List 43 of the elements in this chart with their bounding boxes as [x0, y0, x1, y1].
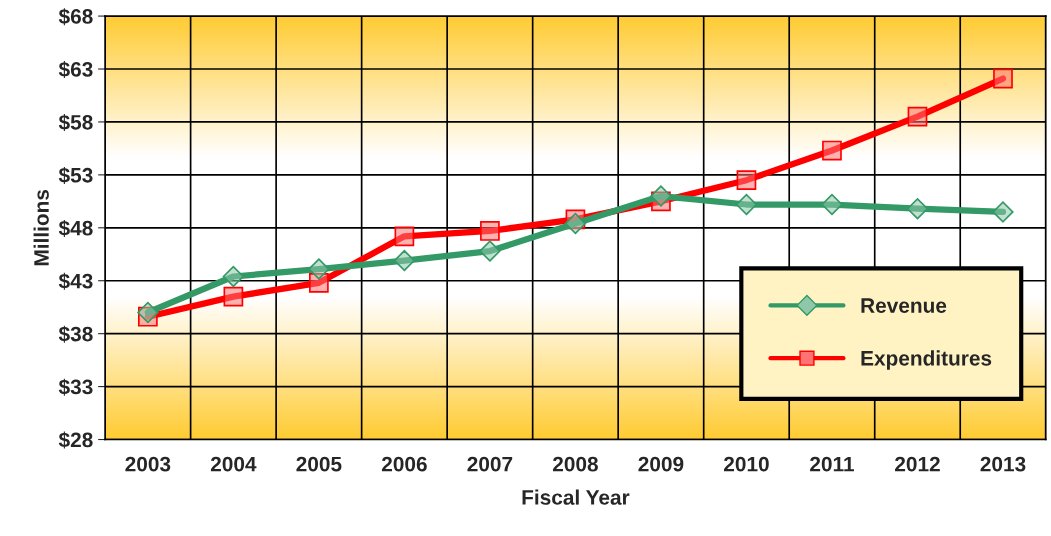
x-tick-label: 2013: [980, 456, 1026, 472]
point: [821, 193, 843, 216]
y-tick-label: $58: [58, 114, 93, 132]
x-tick-label: 2011: [810, 456, 854, 472]
point: [480, 221, 500, 241]
x-tick-label: 2008: [552, 456, 598, 472]
point: [393, 249, 416, 272]
legend-label: Expenditures: [861, 350, 992, 370]
point: [735, 193, 758, 216]
y-tick-label: $33: [58, 378, 93, 396]
point: [309, 272, 329, 293]
x-tick-label: 2009: [638, 456, 684, 472]
point: [993, 68, 1013, 89]
point: [992, 201, 1014, 223]
y-tick-label: $43: [58, 272, 93, 290]
point: [137, 301, 159, 324]
point: [906, 198, 929, 220]
y-tick-label: $38: [58, 325, 93, 343]
x-tick-label: 2012: [895, 456, 940, 472]
y-tick-label: $63: [58, 61, 93, 79]
point: [907, 106, 928, 127]
x-tick-label: 2005: [296, 456, 342, 472]
x-tick-label: 2007: [467, 456, 513, 472]
x-tick-label: 2004: [210, 456, 257, 472]
point: [564, 212, 587, 235]
point: [479, 240, 501, 262]
y-tick-label: $68: [58, 8, 93, 26]
legend-label: Revenue: [861, 298, 947, 313]
x-axis-title: Fiscal Year: [522, 489, 630, 505]
y-tick-label: $28: [58, 431, 93, 449]
x-tick-label: 2006: [381, 456, 427, 472]
point: [308, 258, 330, 280]
point: [822, 140, 842, 161]
y-tick-label: $48: [58, 219, 93, 237]
y-axis-title: Millions: [33, 189, 49, 266]
x-tick-label: 2003: [125, 456, 171, 472]
point: [650, 185, 672, 207]
y-tick-label: $53: [58, 166, 93, 184]
point: [394, 226, 415, 247]
point: [222, 265, 245, 288]
point: [736, 170, 757, 191]
point: [223, 286, 244, 307]
x-tick-label: 2010: [724, 456, 769, 472]
